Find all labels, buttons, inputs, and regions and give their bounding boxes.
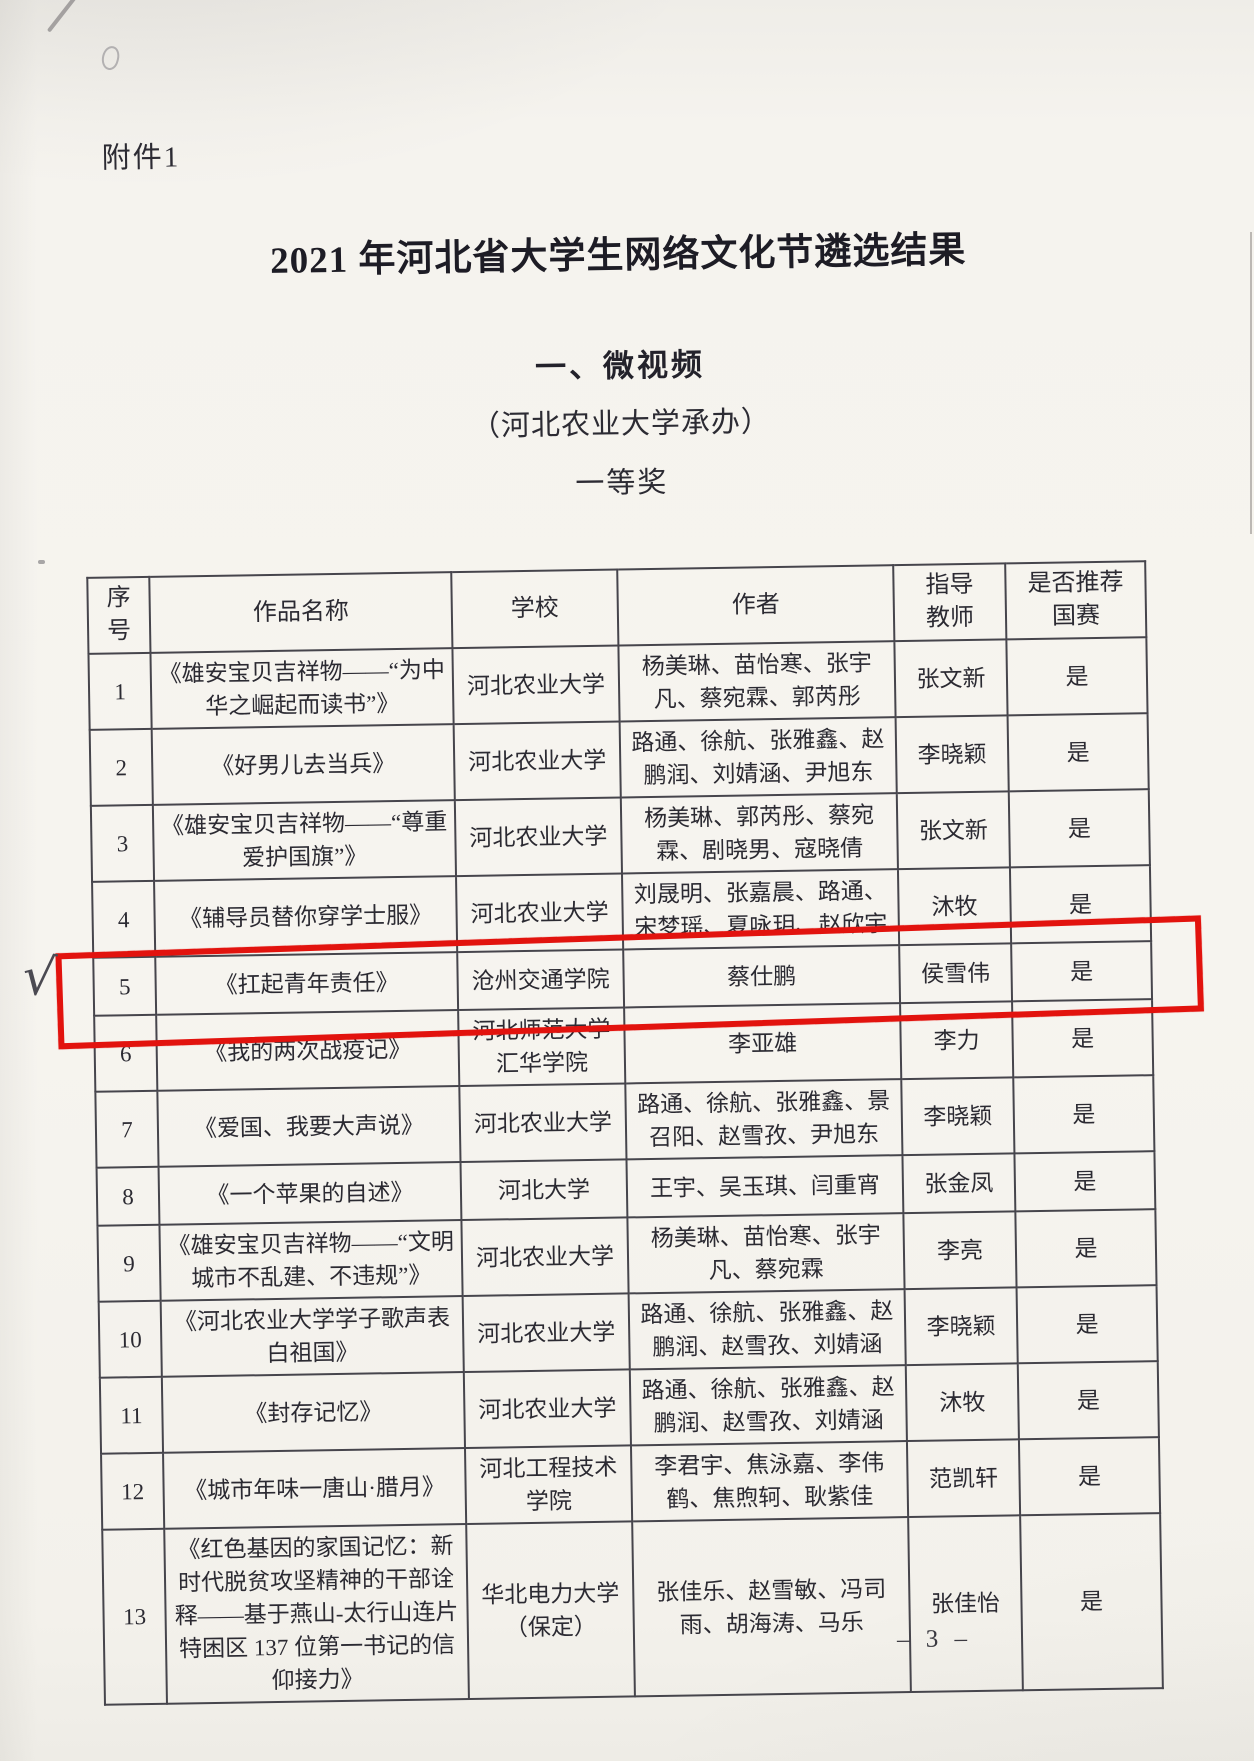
header-advisor: 指导 教师 (893, 563, 1007, 642)
cell-school: 河北农业大学 (454, 797, 622, 877)
cell-authors: 路通、徐航、张雅鑫、景召阳、赵雪孜、尹旭东 (625, 1079, 903, 1160)
cell-no: 5 (93, 956, 157, 1016)
cell-advisor: 李晓颖 (901, 1077, 1015, 1156)
header-authors: 作者 (617, 565, 895, 646)
cell-school: 河北农业大学 (463, 1369, 631, 1449)
cell-no: 6 (94, 1014, 158, 1092)
cell-advisor: 张文新 (896, 791, 1010, 870)
cell-work-title: 《辅导员替你穿学士服》 (154, 876, 458, 957)
cell-national-recommend: 是 (1016, 1285, 1158, 1364)
cell-advisor: 李晓颖 (895, 715, 1009, 794)
cell-school: 河北大学 (460, 1159, 628, 1221)
cell-school: 河北师范大学汇华学院 (458, 1007, 626, 1087)
cell-advisor: 张佳怡 (908, 1515, 1023, 1693)
cell-no: 11 (99, 1376, 164, 1454)
cell-national-recommend: 是 (1017, 1361, 1159, 1440)
cell-no: 7 (95, 1090, 159, 1168)
cell-authors: 王宇、吴玉琪、闫重宵 (626, 1155, 904, 1218)
cell-work-title: 《雄安宝贝吉祥物——“文明城市不乱建、不违规”》 (159, 1220, 463, 1301)
table-row: 13 《红色基因的家国记忆：新时代脱贫攻坚精神的干部诠释——基于燕山-太行山连片… (102, 1513, 1163, 1705)
cell-national-recommend: 是 (1013, 1075, 1155, 1154)
cell-work-title: 《封存记忆》 (161, 1372, 465, 1453)
page-number: – 3 – (896, 1625, 973, 1654)
cell-no: 12 (101, 1452, 165, 1530)
cell-advisor: 范凯轩 (906, 1439, 1021, 1518)
document-title: 2021 年河北省大学生网络文化节遴选结果 (269, 229, 967, 282)
header-national-recommend: 是否推荐 国赛 (1005, 561, 1147, 640)
results-table: 序 号 作品名称 学校 作者 指导 教师 是否推荐 国赛 1 《雄安宝贝吉祥物—… (86, 560, 1164, 1706)
cell-work-title: 《一个苹果的自述》 (158, 1162, 462, 1225)
cell-school: 河北工程技术学院 (464, 1445, 633, 1525)
cell-authors: 路通、徐航、张雅鑫、赵鹏润、刘婧涵、尹旭东 (619, 717, 897, 798)
cell-no: 8 (96, 1166, 160, 1226)
cell-school: 沧州交通学院 (457, 949, 625, 1011)
cell-authors: 李君宇、焦泳嘉、李伟鹤、焦煦轲、耿紫佳 (630, 1441, 909, 1522)
header-no: 序 号 (87, 576, 151, 654)
cell-no: 10 (98, 1300, 162, 1378)
cell-school: 河北农业大学 (453, 721, 621, 801)
cell-work-title: 《好男儿去当兵》 (151, 724, 455, 805)
cell-work-title: 《雄安宝贝吉祥物——“尊重爱护国旗”》 (152, 800, 457, 881)
cell-school: 河北农业大学 (456, 873, 624, 953)
cell-national-recommend: 是 (1014, 1151, 1156, 1212)
cell-national-recommend: 是 (1012, 999, 1154, 1078)
cell-authors: 李亚雄 (624, 1003, 902, 1084)
scan-edge-line (1250, 232, 1252, 534)
cell-school: 河北农业大学 (462, 1293, 630, 1373)
cell-no: 2 (89, 728, 153, 806)
cell-advisor: 张文新 (894, 639, 1008, 718)
cell-national-recommend: 是 (1009, 865, 1152, 944)
scan-dot-mark (38, 560, 45, 564)
cell-authors: 路通、徐航、张雅鑫、赵鹏润、赵雪孜、刘婧涵 (628, 1289, 906, 1370)
cell-advisor: 李晓颖 (904, 1287, 1018, 1366)
cell-no: 1 (88, 652, 152, 730)
cell-work-title: 《爱国、我要大声说》 (157, 1086, 461, 1167)
handwritten-checkmark: √ (19, 946, 59, 1010)
cell-advisor: 张金凤 (902, 1153, 1016, 1214)
organizer-note: （河北农业大学承办） (470, 406, 772, 443)
cell-work-title: 《我的两次战疫记》 (156, 1010, 460, 1091)
cell-school: 华北电力大学（保定） (466, 1521, 635, 1699)
cell-advisor: 李亮 (903, 1211, 1017, 1290)
cell-school: 河北农业大学 (459, 1083, 627, 1163)
cell-authors: 路通、徐航、张雅鑫、赵鹏润、赵雪孜、刘婧涵 (629, 1365, 907, 1446)
cell-national-recommend: 是 (1008, 789, 1150, 868)
cell-national-recommend: 是 (1006, 637, 1148, 716)
cell-no: 9 (97, 1224, 161, 1302)
header-work-title: 作品名称 (149, 572, 453, 653)
cell-no: 13 (102, 1528, 167, 1705)
section-heading: 一、微视频 (534, 347, 706, 385)
cell-advisor: 沐牧 (897, 867, 1012, 946)
cell-work-title: 《城市年味一唐山·腊月》 (163, 1448, 467, 1529)
cell-advisor: 沐牧 (905, 1363, 1019, 1442)
award-level-heading: 一等奖 (575, 466, 669, 501)
cell-work-title: 《雄安宝贝吉祥物——“为中华之崛起而读书”》 (150, 648, 454, 729)
header-school: 学校 (451, 569, 619, 649)
cell-authors: 杨美琳、郭芮彤、蔡宛霖、剧晓男、寇晓倩 (620, 793, 898, 874)
cell-school: 河北农业大学 (452, 645, 620, 725)
attachment-label: 附件1 (101, 141, 181, 175)
cell-authors: 蔡仕鹏 (623, 945, 901, 1008)
cell-no: 4 (92, 880, 156, 958)
cell-national-recommend: 是 (1007, 713, 1149, 792)
cell-authors: 杨美琳、苗怡寒、张宇凡、蔡宛霖、郭芮彤 (618, 641, 896, 722)
cell-school: 河北农业大学 (461, 1217, 629, 1297)
cell-national-recommend: 是 (1011, 941, 1153, 1002)
cell-advisor: 侯雪伟 (899, 943, 1013, 1004)
cell-no: 3 (90, 804, 155, 882)
cell-authors: 刘晟明、张嘉晨、路通、宋梦瑶、夏咏玥、赵欣宇 (621, 869, 900, 950)
cell-advisor: 李力 (900, 1001, 1014, 1080)
cell-work-title: 《河北农业大学学子歌声表白祖国》 (160, 1296, 464, 1377)
cell-work-title: 《扛起青年责任》 (155, 952, 459, 1015)
cell-national-recommend: 是 (1020, 1513, 1163, 1691)
cell-authors: 张佳乐、赵雪敏、冯司雨、胡海涛、马乐 (632, 1517, 911, 1697)
cell-national-recommend: 是 (1018, 1437, 1161, 1516)
results-table-body: 1 《雄安宝贝吉祥物——“为中华之崛起而读书”》 河北农业大学 杨美琳、苗怡寒、… (88, 637, 1163, 1705)
cell-authors: 杨美琳、苗怡寒、张宇凡、蔡宛霖 (627, 1213, 905, 1294)
cell-work-title: 《红色基因的家国记忆：新时代脱贫攻坚精神的干部诠释——基于燕山-太行山连片特困区… (164, 1524, 469, 1704)
cell-national-recommend: 是 (1015, 1209, 1157, 1288)
